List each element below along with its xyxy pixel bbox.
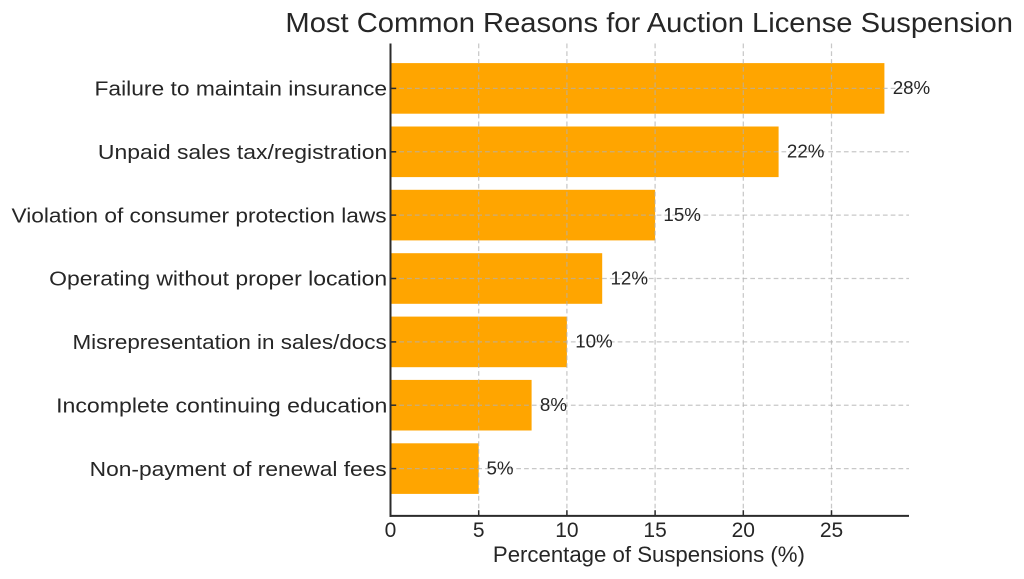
svg-text:Unpaid sales tax/registration: Unpaid sales tax/registration bbox=[98, 142, 387, 164]
svg-text:20: 20 bbox=[732, 519, 755, 542]
svg-text:8%: 8% bbox=[540, 394, 567, 415]
svg-text:Violation of consumer protecti: Violation of consumer protection laws bbox=[11, 205, 386, 227]
svg-text:Most Common Reasons for Auctio: Most Common Reasons for Auction License … bbox=[285, 7, 1013, 38]
svg-text:Incomplete continuing educatio: Incomplete continuing education bbox=[56, 395, 387, 417]
svg-text:25: 25 bbox=[820, 519, 843, 542]
svg-text:15: 15 bbox=[643, 519, 666, 542]
svg-text:Misrepresentation in sales/doc: Misrepresentation in sales/docs bbox=[73, 332, 387, 354]
svg-text:Operating without proper locat: Operating without proper location bbox=[49, 269, 387, 291]
svg-text:0: 0 bbox=[385, 519, 397, 542]
svg-text:5%: 5% bbox=[487, 457, 514, 478]
svg-text:10: 10 bbox=[555, 519, 578, 542]
svg-text:22%: 22% bbox=[787, 141, 825, 162]
svg-text:15%: 15% bbox=[663, 204, 701, 225]
svg-text:12%: 12% bbox=[611, 267, 649, 288]
svg-text:5: 5 bbox=[473, 519, 485, 542]
svg-text:Non-payment of renewal fees: Non-payment of renewal fees bbox=[90, 459, 387, 481]
svg-text:10%: 10% bbox=[575, 331, 613, 352]
svg-text:Failure to maintain insurance: Failure to maintain insurance bbox=[95, 79, 388, 101]
svg-text:Percentage of Suspensions (%): Percentage of Suspensions (%) bbox=[493, 542, 805, 567]
svg-text:28%: 28% bbox=[893, 77, 931, 98]
